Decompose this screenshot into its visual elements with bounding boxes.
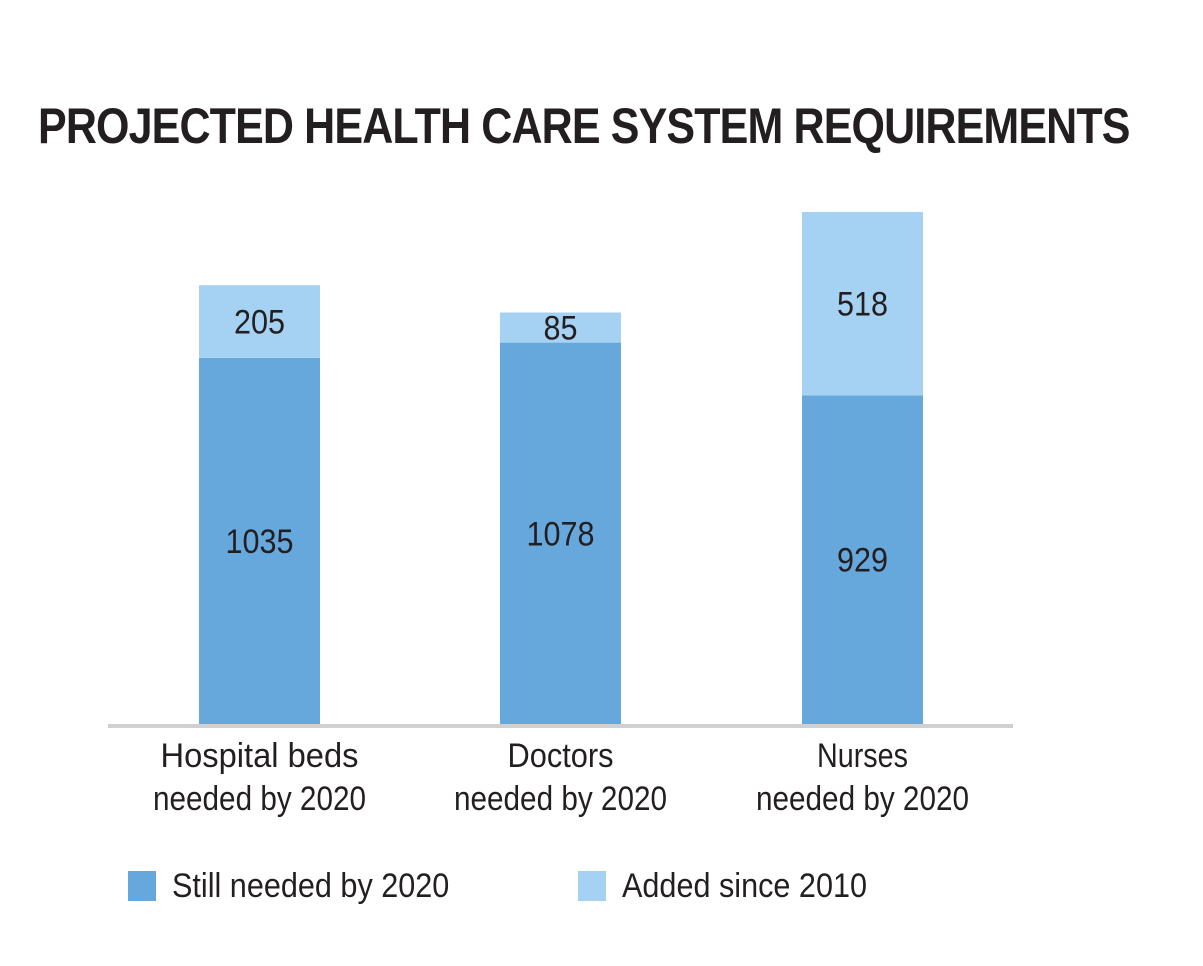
category-labels-layer: Hospital beds needed by 2020 Doctors needed… bbox=[153, 737, 969, 818]
category-label-doctors-line-2: needed by 2020 bbox=[454, 780, 667, 818]
value-label-hospital-beds-still-needed-by-2020: 1035 bbox=[226, 523, 294, 561]
category-label-hospital-beds-line-2: needed by 2020 bbox=[153, 780, 366, 818]
legend: Still needed by 2020 Added since 2010 bbox=[0, 866, 1203, 906]
bar-doctors-added-since-2010 bbox=[500, 312, 621, 343]
bar-doctors-still-needed-by-2020 bbox=[500, 342, 621, 724]
category-label-nurses-line-1: Nurses bbox=[817, 737, 908, 775]
value-label-nurses-still-needed-by-2020: 929 bbox=[837, 542, 888, 580]
bar-hospital-beds-added-since-2010 bbox=[199, 285, 320, 358]
value-label-doctors-still-needed-by-2020: 1078 bbox=[527, 515, 595, 553]
legend-label-added-since: Added since 2010 bbox=[622, 866, 867, 905]
category-label-nurses-line-2: needed by 2020 bbox=[756, 780, 969, 818]
chart-title: PROJECTED HEALTH CARE SYSTEM REQUIREMENT… bbox=[38, 98, 1130, 154]
legend-item-added-since: Added since 2010 bbox=[578, 866, 894, 906]
bars-layer bbox=[199, 212, 923, 724]
value-label-hospital-beds-added-since-2010: 205 bbox=[234, 304, 285, 342]
value-label-doctors-added-since-2010: 85 bbox=[544, 310, 578, 348]
bar-hospital-beds-still-needed-by-2020 bbox=[199, 357, 320, 724]
value-labels-layer: 1035 205 1078 85 929 518 bbox=[226, 286, 889, 580]
legend-swatch-added-since bbox=[578, 871, 606, 901]
legend-swatch-still-needed bbox=[128, 871, 156, 901]
category-label-doctors-line-1: Doctors bbox=[508, 737, 614, 775]
bar-nurses-added-since-2010 bbox=[802, 212, 923, 396]
legend-item-still-needed: Still needed by 2020 bbox=[128, 866, 480, 906]
bar-nurses-still-needed-by-2020 bbox=[802, 395, 923, 724]
legend-label-still-needed: Still needed by 2020 bbox=[172, 866, 450, 905]
value-label-nurses-added-since-2010: 518 bbox=[837, 286, 888, 324]
category-label-hospital-beds-line-1: Hospital beds bbox=[161, 737, 359, 775]
